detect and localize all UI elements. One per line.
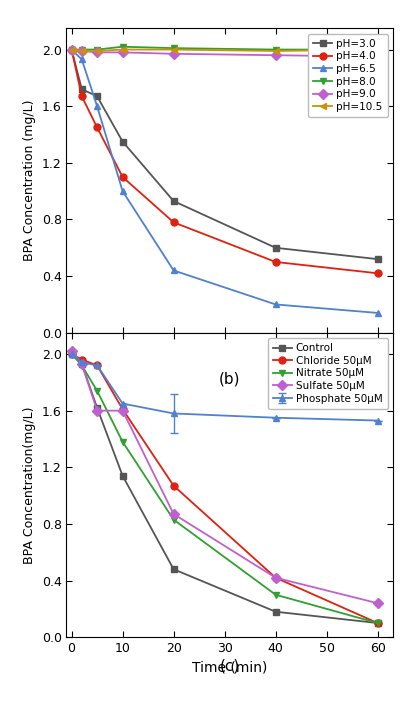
- Y-axis label: BPA Concentration (mg/L): BPA Concentration (mg/L): [23, 100, 36, 261]
- pH=4.0: [273, 258, 278, 266]
- pH=6.5: [79, 55, 84, 64]
- Sulfate 50μM: [273, 573, 278, 582]
- pH=3.0: [120, 137, 125, 146]
- pH=4.0: [95, 123, 100, 132]
- pH=9.0: [95, 48, 100, 57]
- Chloride 50μM: [95, 361, 100, 370]
- Line: pH=6.5: pH=6.5: [68, 46, 381, 316]
- Legend: Control, Chloride 50μM, Nitrate 50μM, Sulfate 50μM, Phosphate 50μM: Control, Chloride 50μM, Nitrate 50μM, Su…: [268, 338, 388, 409]
- Line: pH=3.0: pH=3.0: [68, 46, 381, 263]
- Y-axis label: BPA Concentration(mg/L): BPA Concentration(mg/L): [23, 406, 36, 564]
- Legend: pH=3.0, pH=4.0, pH=6.5, pH=8.0, pH=9.0, pH=10.5: pH=3.0, pH=4.0, pH=6.5, pH=8.0, pH=9.0, …: [308, 33, 388, 117]
- pH=4.0: [375, 269, 380, 278]
- pH=6.5: [375, 309, 380, 317]
- pH=4.0: [171, 218, 176, 227]
- X-axis label: Time (min): Time (min): [192, 661, 268, 675]
- Chloride 50μM: [120, 405, 125, 413]
- Chloride 50μM: [69, 350, 74, 358]
- pH=3.0: [79, 85, 84, 93]
- X-axis label: Time (min): Time (min): [192, 356, 268, 370]
- Text: (b): (b): [219, 372, 241, 387]
- pH=6.5: [273, 300, 278, 309]
- pH=4.0: [69, 45, 74, 54]
- Control: [375, 619, 380, 627]
- pH=10.5: [120, 45, 125, 54]
- pH=3.0: [375, 255, 380, 263]
- Sulfate 50μM: [95, 406, 100, 415]
- pH=8.0: [95, 45, 100, 54]
- pH=3.0: [95, 92, 100, 101]
- Line: Chloride 50μM: Chloride 50μM: [68, 350, 381, 627]
- Line: Nitrate 50μM: Nitrate 50μM: [68, 350, 381, 627]
- Line: Control: Control: [68, 350, 381, 627]
- pH=6.5: [120, 187, 125, 195]
- Line: pH=10.5: pH=10.5: [68, 46, 381, 55]
- Sulfate 50μM: [69, 347, 74, 355]
- Control: [273, 607, 278, 616]
- pH=6.5: [69, 45, 74, 54]
- pH=3.0: [273, 244, 278, 252]
- Control: [95, 404, 100, 412]
- pH=10.5: [95, 47, 100, 55]
- Control: [79, 360, 84, 368]
- pH=10.5: [69, 45, 74, 54]
- pH=9.0: [273, 51, 278, 59]
- pH=9.0: [79, 47, 84, 55]
- pH=8.0: [69, 45, 74, 54]
- Nitrate 50μM: [120, 438, 125, 446]
- pH=10.5: [273, 47, 278, 55]
- Control: [120, 472, 125, 480]
- Sulfate 50μM: [79, 360, 84, 368]
- pH=10.5: [79, 47, 84, 55]
- pH=10.5: [171, 45, 176, 54]
- pH=9.0: [171, 50, 176, 58]
- pH=9.0: [375, 52, 380, 61]
- pH=8.0: [120, 42, 125, 51]
- Chloride 50μM: [79, 355, 84, 364]
- Nitrate 50μM: [69, 350, 74, 358]
- Line: pH=9.0: pH=9.0: [68, 46, 381, 60]
- pH=8.0: [79, 45, 84, 54]
- Nitrate 50μM: [79, 361, 84, 370]
- Chloride 50μM: [171, 481, 176, 490]
- Chloride 50μM: [375, 619, 380, 627]
- pH=8.0: [273, 45, 278, 54]
- Sulfate 50μM: [120, 406, 125, 415]
- Control: [171, 565, 176, 573]
- Nitrate 50μM: [375, 619, 380, 627]
- Nitrate 50μM: [273, 590, 278, 599]
- pH=6.5: [95, 102, 100, 110]
- pH=8.0: [171, 44, 176, 52]
- pH=9.0: [120, 48, 125, 57]
- pH=4.0: [79, 92, 84, 101]
- Text: (c): (c): [220, 658, 240, 673]
- pH=4.0: [120, 173, 125, 181]
- Nitrate 50μM: [95, 387, 100, 395]
- pH=6.5: [171, 266, 176, 275]
- pH=3.0: [171, 197, 176, 205]
- Sulfate 50μM: [375, 599, 380, 607]
- Line: pH=8.0: pH=8.0: [68, 43, 381, 53]
- Control: [69, 350, 74, 358]
- pH=10.5: [375, 45, 380, 54]
- pH=3.0: [69, 45, 74, 54]
- Chloride 50μM: [273, 573, 278, 582]
- pH=8.0: [375, 45, 380, 54]
- Line: Sulfate 50μM: Sulfate 50μM: [68, 348, 381, 607]
- Line: pH=4.0: pH=4.0: [68, 46, 381, 277]
- Sulfate 50μM: [171, 510, 176, 518]
- pH=9.0: [69, 45, 74, 54]
- Nitrate 50μM: [171, 515, 176, 524]
